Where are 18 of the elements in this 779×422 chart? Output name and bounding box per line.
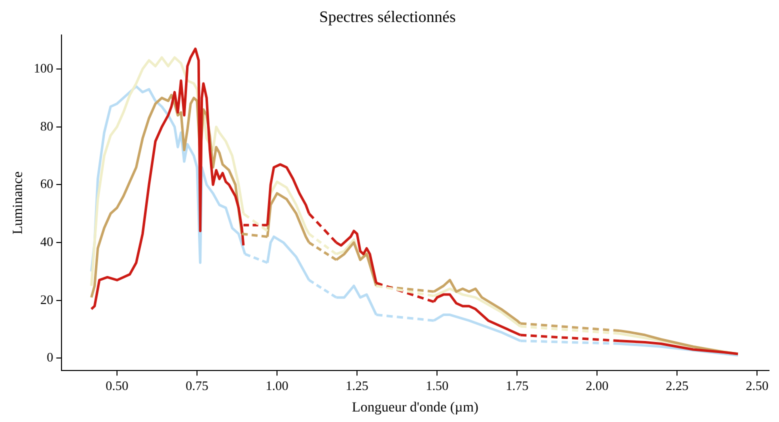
x-tick-label: 1.50 [426,378,448,393]
y-tick-label: 20 [40,292,54,307]
x-tick-label: 0.75 [186,378,208,393]
x-tick-label: 1.25 [346,378,368,393]
x-tick-label: 0.50 [106,378,128,393]
x-tick-label: 2.00 [586,378,608,393]
x-tick-label: 1.75 [506,378,528,393]
y-tick-label: 0 [46,350,54,365]
y-tick-label: 80 [40,118,54,134]
x-tick-label: 1.00 [266,378,288,393]
x-tick-label: 2.50 [746,378,769,393]
x-axis-title: Longueur d'onde (µm) [352,400,479,416]
y-tick-label: 100 [34,60,54,76]
y-tick-label: 60 [40,176,54,192]
y-axis-title: Luminance [11,171,26,234]
x-tick-label: 2.25 [666,378,689,393]
chart-title: Spectres sélectionnés [319,8,456,26]
y-tick-label: 40 [40,234,54,249]
